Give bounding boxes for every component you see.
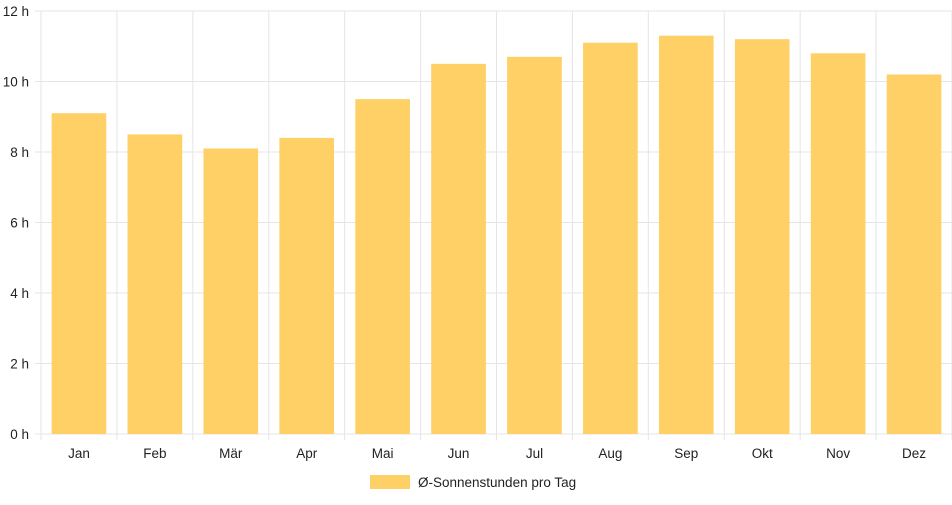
grid-lines (35, 10, 952, 440)
x-tick-label: Jul (526, 446, 543, 461)
x-tick-label: Apr (296, 446, 318, 461)
x-axis: Jan Feb Mär Apr Mai Jun Jul Aug Sep Okt Nov Dez (68, 446, 926, 461)
x-tick-label: Mai (372, 446, 394, 461)
y-tick-label: 12 h (3, 4, 29, 19)
y-tick-label: 10 h (3, 75, 29, 90)
bar-jul[interactable] (507, 56, 562, 434)
x-tick-label: Nov (826, 446, 850, 461)
legend: Ø-Sonnenstunden pro Tag (370, 475, 576, 490)
x-tick-label: Dez (902, 446, 926, 461)
x-tick-label: Mär (219, 446, 243, 461)
bar-apr[interactable] (279, 137, 335, 434)
bar-dez[interactable] (886, 74, 942, 434)
bar-okt[interactable] (734, 39, 790, 434)
legend-label[interactable]: Ø-Sonnenstunden pro Tag (418, 475, 576, 490)
x-tick-label: Sep (674, 446, 698, 461)
bar-nov[interactable] (810, 53, 866, 435)
bars (51, 35, 942, 435)
bar-aug[interactable] (583, 42, 638, 434)
x-tick-label: Jun (448, 446, 470, 461)
bar-mär[interactable] (203, 148, 259, 434)
bar-feb[interactable] (127, 134, 183, 434)
bar-jun[interactable] (431, 63, 486, 434)
x-tick-label: Feb (143, 446, 166, 461)
legend-swatch[interactable] (370, 475, 410, 489)
y-tick-label: 8 h (10, 145, 29, 160)
x-tick-label: Aug (598, 446, 622, 461)
y-tick-label: 0 h (10, 427, 29, 442)
bar-sep[interactable] (658, 35, 714, 435)
y-axis: 0 h 2 h 4 h 6 h 8 h 10 h 12 h (3, 4, 29, 442)
y-tick-label: 4 h (10, 286, 29, 301)
x-tick-label: Jan (68, 446, 90, 461)
y-tick-label: 6 h (10, 216, 29, 231)
y-tick-label: 2 h (10, 357, 29, 372)
x-tick-label: Okt (752, 446, 773, 461)
bar-mai[interactable] (355, 99, 410, 434)
bar-jan[interactable] (51, 113, 107, 434)
